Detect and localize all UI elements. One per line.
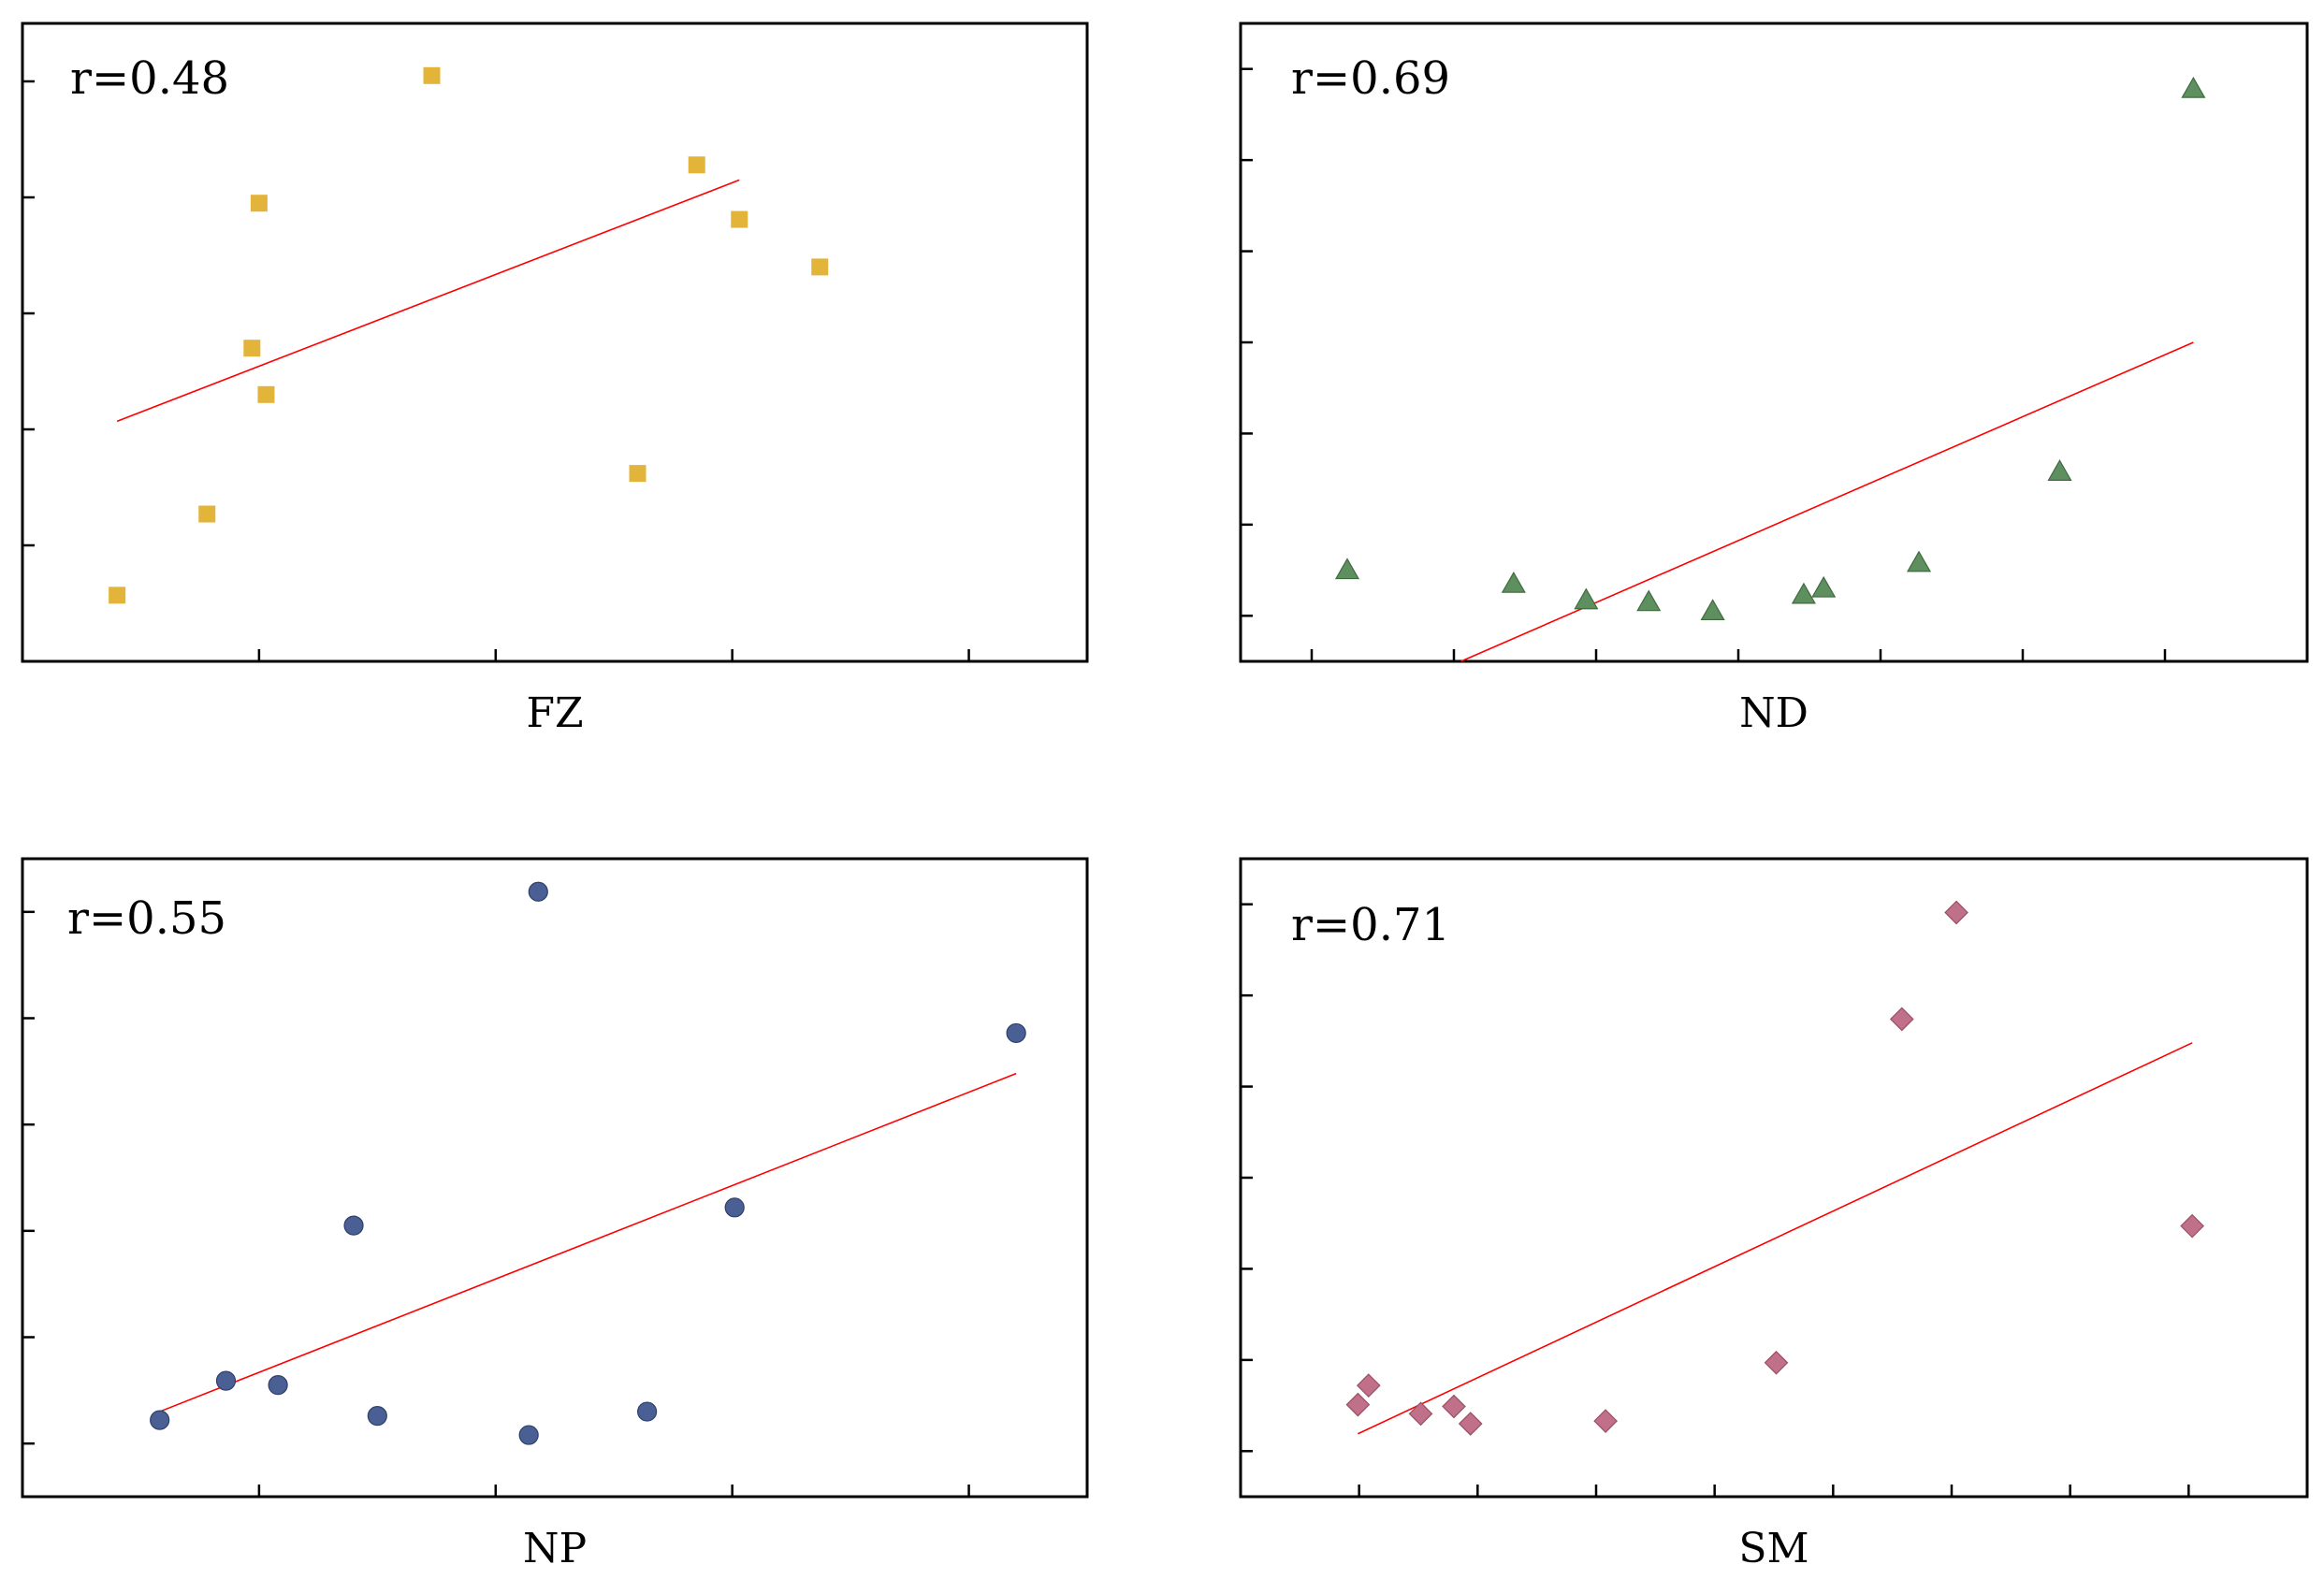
regression-line [1460,341,2194,662]
data-point [1907,550,1932,572]
data-point [250,195,268,212]
regression-line [159,1072,1017,1412]
correlation-label: r=0.48 [70,52,229,105]
data-point [109,587,126,604]
data-point [343,1215,364,1236]
data-points [109,66,829,604]
data-point [1408,1401,1433,1427]
data-point [257,385,275,403]
panel-fz: r=0.48 FZ [21,22,1089,737]
tick-marks [22,80,970,661]
data-point [1889,1007,1914,1032]
panel-np: r=0.55 NP [21,857,1089,1572]
data-point [268,1375,288,1396]
data-point [724,1197,745,1218]
data-points [150,881,1026,1445]
data-point [423,66,441,84]
x-axis-label: FZ [526,689,583,737]
data-point [1442,1394,1466,1419]
data-point [1811,575,1837,598]
data-point [811,258,829,276]
data-point [688,156,705,174]
data-point [1356,1373,1381,1398]
correlation-label: r=0.69 [1291,52,1450,105]
data-point [1791,582,1816,604]
data-points [1345,900,2204,1436]
panel-nd: r=0.69 ND [1239,22,2309,737]
plot-frame [21,22,1089,663]
x-axis-label: ND [1739,689,1808,737]
data-point [1501,571,1526,593]
x-axis-label: NP [523,1525,587,1572]
data-point [2047,459,2072,481]
x-axis-label: SM [1738,1525,1808,1572]
data-point [150,1410,170,1430]
data-point [243,340,261,357]
data-point [1458,1412,1483,1436]
data-point [1944,900,1968,925]
data-point [1636,589,1662,612]
tick-marks [1241,903,2190,1497]
tick-marks [22,910,970,1497]
data-point [1700,599,1725,621]
data-point [215,1370,237,1391]
data-point [731,210,748,228]
data-point [1593,1409,1618,1433]
plot-frame [21,857,1089,1499]
data-point [1334,558,1360,580]
panel-sm: r=0.71 SM [1239,857,2309,1572]
correlation-label: r=0.55 [67,892,226,945]
data-point [1574,587,1599,610]
regression-line [1358,1042,2193,1435]
data-point [198,505,216,523]
regression-line [116,179,740,423]
tick-marks [1241,67,2167,661]
data-point [1345,1392,1371,1417]
data-point [2181,76,2206,98]
data-point [629,465,646,483]
plot-frame [1239,22,2309,663]
correlation-label: r=0.71 [1291,899,1450,951]
data-point [367,1406,387,1427]
data-point [1006,1022,1026,1044]
data-point [518,1425,539,1445]
plot-frame [1239,857,2309,1499]
data-point [528,881,548,902]
data-point [2180,1213,2204,1239]
data-point [1764,1350,1789,1375]
data-point [637,1401,658,1422]
data-points [1334,76,2206,621]
